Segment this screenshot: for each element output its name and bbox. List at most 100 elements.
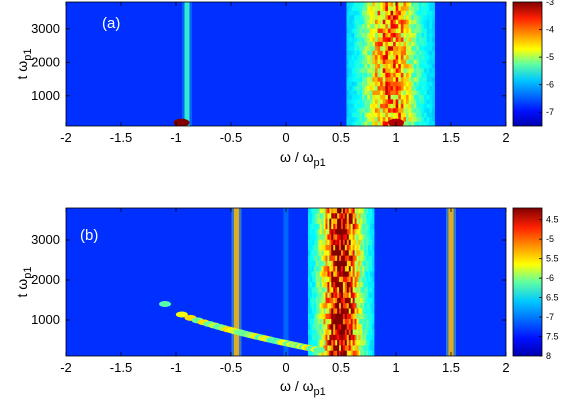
heatmap-cell-b xyxy=(315,303,319,309)
heatmap-cell-b xyxy=(321,229,324,235)
heatmap-cell-a xyxy=(406,112,410,118)
heatmap-cell-a xyxy=(416,103,420,109)
heatmap-cell-a xyxy=(356,117,360,122)
heatmap-cell-a xyxy=(364,121,368,126)
heatmap-cell-a xyxy=(395,10,399,16)
heatmap-cell-a xyxy=(354,55,358,60)
heatmap-cell-a xyxy=(346,33,350,38)
heatmap-cell-b xyxy=(335,223,338,230)
heatmap-cell-a xyxy=(382,37,386,43)
heatmap-cell-a xyxy=(418,41,422,47)
heatmap-cell-a xyxy=(362,72,366,78)
heatmap-cell-b xyxy=(348,297,352,304)
heatmap-cell-b xyxy=(339,350,342,356)
heatmap-cell-a xyxy=(431,72,435,78)
heatmap-cell-b xyxy=(348,287,352,293)
heatmap-cell-a xyxy=(351,46,355,52)
heatmap-cell-a xyxy=(385,28,389,34)
heatmap-cell-a xyxy=(421,46,425,52)
heatmap-cell-a xyxy=(421,103,425,109)
heatmap-cell-a xyxy=(411,6,415,12)
heatmap-cell-a xyxy=(421,117,425,122)
heatmap-cell-a xyxy=(359,46,363,52)
heatmap-cell-b xyxy=(341,345,344,352)
heatmap-cell-b xyxy=(354,266,357,272)
heatmap-cell-b xyxy=(323,334,326,341)
heatmap-cell-a xyxy=(411,108,415,114)
heatmap-cell-a xyxy=(369,77,373,83)
heatmap-cell-b xyxy=(352,213,355,219)
heatmap-cell-b xyxy=(350,319,354,325)
heatmap-cell-b xyxy=(327,303,330,309)
heatmap-cell-a xyxy=(411,81,415,87)
heatmap-cell-b xyxy=(327,223,330,230)
heatmap-cell-a xyxy=(382,6,386,12)
heatmap-curve-b xyxy=(159,301,171,307)
heatmap-cell-a xyxy=(382,81,386,87)
heatmap-cell-b xyxy=(364,303,367,309)
heatmap-cell-b xyxy=(346,313,350,320)
heatmap-cell-a xyxy=(374,99,378,105)
heatmap-cell-b xyxy=(362,208,365,214)
heatmap-cell-a xyxy=(408,41,412,47)
heatmap-cell-a xyxy=(429,55,433,60)
heatmap-cell-b xyxy=(323,276,326,283)
heatmap-cell-b xyxy=(337,329,340,336)
heatmap-cell-a xyxy=(395,108,399,114)
heatmap-cell-b xyxy=(370,297,373,304)
heatmap-cell-b xyxy=(327,229,330,235)
heatmap-cell-b xyxy=(333,287,336,293)
heatmap-cell-b xyxy=(356,229,359,235)
heatmap-cell-a xyxy=(403,19,407,25)
heatmap-cell-b xyxy=(341,229,344,235)
heatmap-cell-b xyxy=(342,250,346,256)
heatmap-cell-b xyxy=(356,319,359,325)
heatmap-cell-b xyxy=(366,313,369,320)
heatmap-cell-a xyxy=(374,15,378,21)
heatmap-cell-b xyxy=(370,276,373,283)
heatmap-cell-b xyxy=(309,229,313,235)
heatmap-cell-a xyxy=(349,68,353,74)
heatmap-cell-a xyxy=(359,86,363,91)
heatmap-cell-b xyxy=(358,245,361,251)
heatmap-cell-b xyxy=(358,271,361,278)
heatmap-spot-a-2 xyxy=(173,118,190,126)
heatmap-cell-a xyxy=(385,72,389,78)
heatmap-cell-b xyxy=(344,292,348,299)
heatmap-cell-a xyxy=(398,77,402,83)
heatmap-cell-a xyxy=(369,55,373,60)
heatmap-cell-b xyxy=(327,308,330,315)
heatmap-cell-a xyxy=(367,121,371,126)
heatmap-cell-b xyxy=(315,239,319,246)
heatmap-cell-a xyxy=(413,103,417,109)
heatmap-cell-b xyxy=(323,250,326,256)
heatmap-cell-b xyxy=(323,297,326,304)
heatmap-cell-a xyxy=(429,24,433,29)
heatmap-line-halo-b-3 xyxy=(281,208,291,356)
heatmap-cell-b xyxy=(362,282,365,288)
heatmap-cell-a xyxy=(346,64,350,69)
heatmap-cell-b xyxy=(360,276,363,283)
heatmap-cell-a xyxy=(431,112,435,118)
heatmap-cell-a xyxy=(395,2,399,7)
heatmap-cell-b xyxy=(331,208,334,214)
heatmap-cell-b xyxy=(342,297,346,304)
heatmap-cell-b xyxy=(372,276,375,283)
heatmap-cell-b xyxy=(329,239,332,246)
heatmap-cell-b xyxy=(358,255,361,262)
heatmap-cell-b xyxy=(360,213,363,219)
heatmap-cell-a xyxy=(411,10,415,16)
heatmap-cell-b xyxy=(329,208,332,214)
heatmap-cell-b xyxy=(319,319,322,325)
heatmap-cell-b xyxy=(315,234,319,241)
heatmap-cell-a xyxy=(385,33,389,38)
heatmap-cell-a xyxy=(377,99,381,105)
x-tick-label: 0 xyxy=(282,130,289,145)
heatmap-cell-b xyxy=(335,245,338,251)
heatmap-cell-b xyxy=(360,292,363,299)
heatmap-cell-a xyxy=(413,121,417,126)
heatmap-cell-b xyxy=(323,287,326,293)
heatmap-cell-b xyxy=(352,340,355,346)
heatmap-cell-a xyxy=(421,28,425,34)
